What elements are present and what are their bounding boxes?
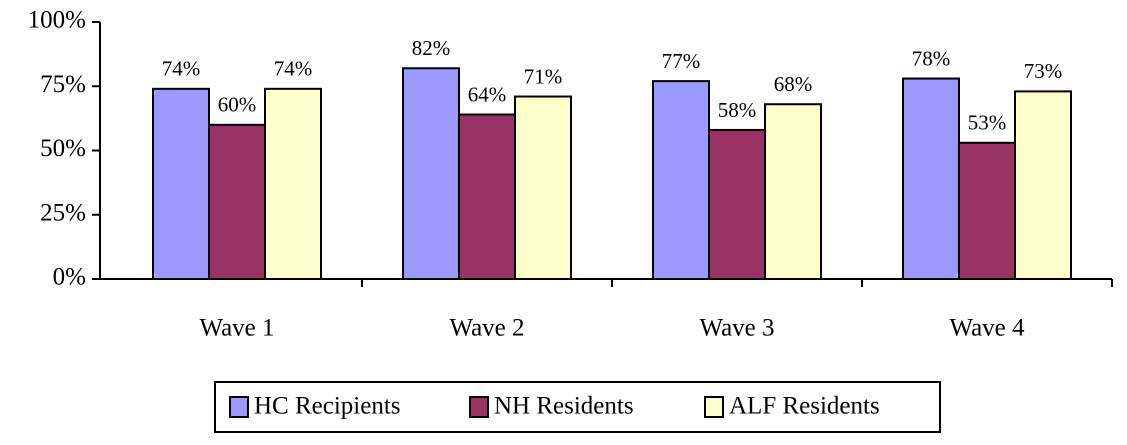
bar — [1014, 90, 1072, 280]
value-label: 64% — [468, 82, 507, 106]
bar — [764, 103, 822, 280]
y-tick-label: 0% — [53, 264, 86, 291]
bar — [652, 80, 710, 280]
value-label: 71% — [524, 64, 563, 88]
x-tick-label: Wave 1 — [199, 315, 274, 342]
value-label: 73% — [1024, 59, 1063, 83]
bar — [264, 87, 322, 280]
bar — [958, 141, 1016, 280]
value-label: 77% — [662, 49, 701, 73]
value-label: 60% — [218, 93, 257, 117]
y-tick-label: 75% — [40, 71, 86, 98]
x-tick-label: Wave 4 — [949, 315, 1025, 342]
bar — [902, 77, 960, 281]
y-tick-label: 100% — [28, 7, 86, 34]
value-label: 68% — [774, 72, 813, 96]
value-label: 58% — [718, 98, 757, 122]
value-label: 78% — [912, 46, 951, 70]
y-tick-label: 25% — [40, 199, 86, 226]
value-label: 74% — [162, 57, 201, 81]
value-label: 53% — [968, 111, 1007, 135]
legend-swatch — [469, 396, 489, 418]
legend-label: NH Residents — [494, 393, 634, 420]
legend-label: HC Recipients — [254, 393, 401, 420]
legend-box — [214, 381, 941, 433]
value-label: 74% — [274, 57, 313, 81]
x-tick-label: Wave 2 — [449, 315, 524, 342]
bar — [514, 95, 572, 280]
bar — [152, 87, 210, 280]
value-label: 82% — [412, 36, 451, 60]
legend-label: ALF Residents — [729, 393, 880, 420]
bar — [458, 113, 516, 280]
bar — [708, 128, 766, 280]
y-tick-label: 50% — [40, 135, 86, 162]
bar — [208, 123, 266, 280]
x-tick-label: Wave 3 — [699, 315, 774, 342]
legend-swatch — [229, 396, 249, 418]
bar — [402, 67, 460, 281]
legend-swatch — [704, 396, 724, 418]
